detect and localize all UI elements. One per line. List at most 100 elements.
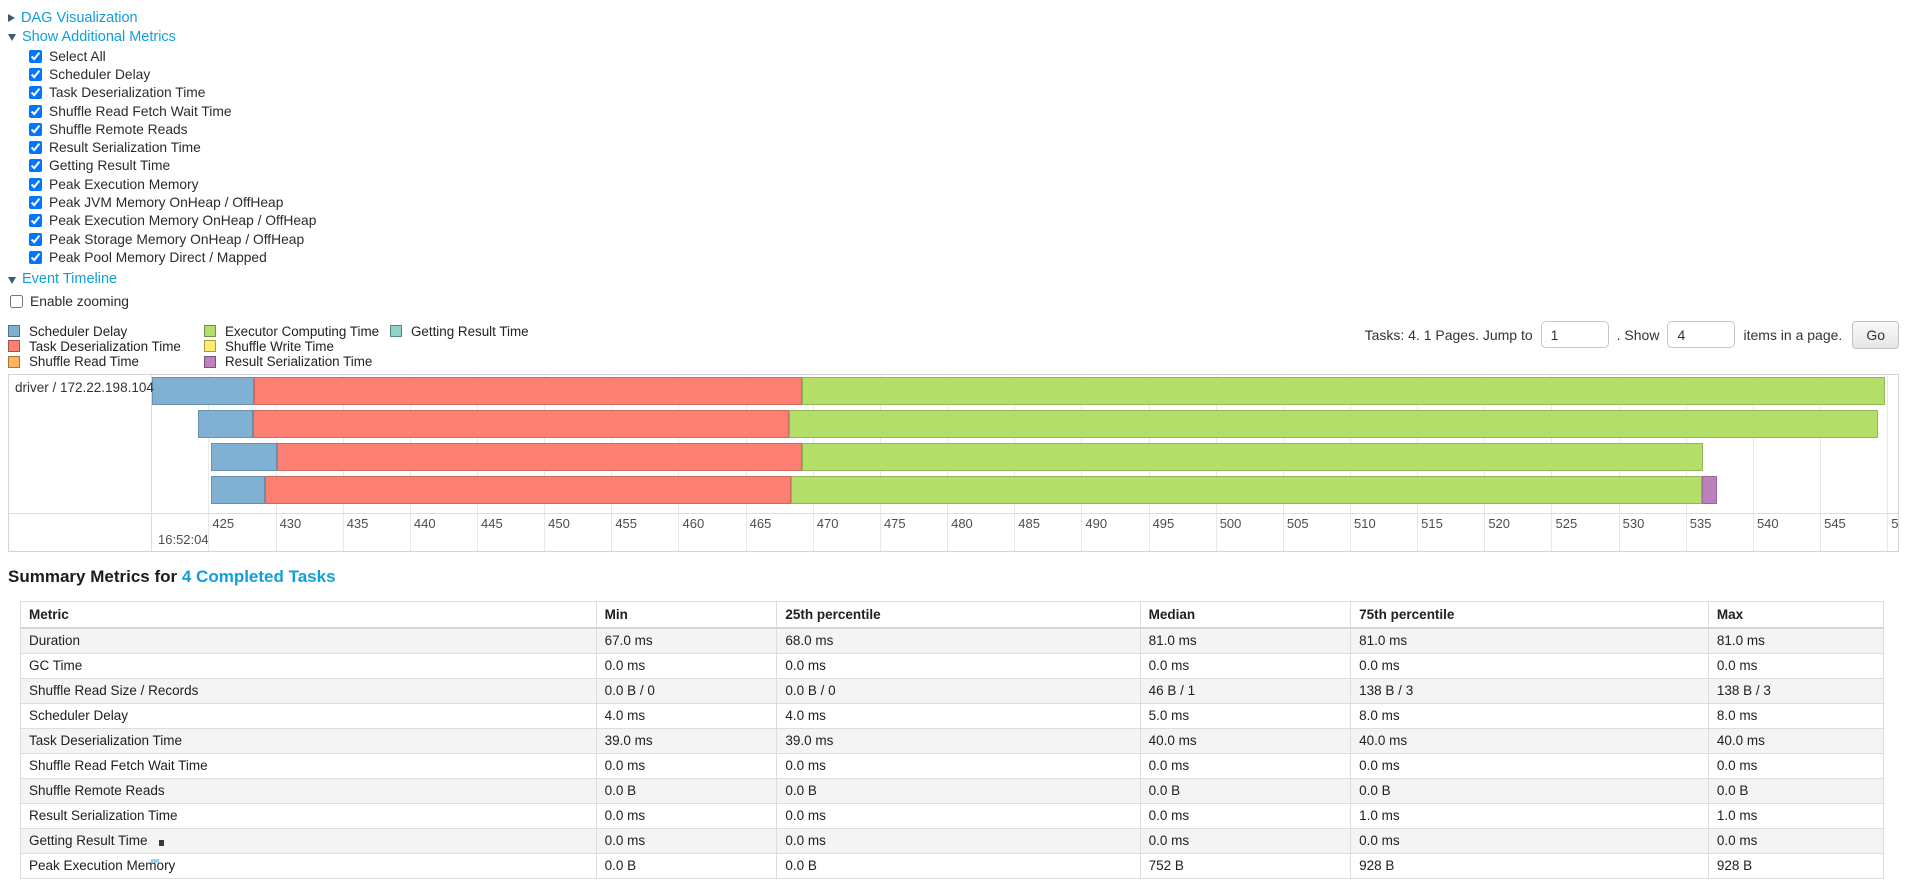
metric-checkbox[interactable] [29,250,42,264]
dag-visualization-link[interactable]: DAG Visualization [21,9,138,26]
metric-checkbox-text: Shuffle Remote Reads [49,121,188,137]
metric-checkbox-label: Result Serialization Time [29,140,201,155]
column-header: 25th percentile [776,600,1141,630]
timeline-legend: Scheduler Delay Task Deserialization Time… [8,324,1899,370]
event-timeline-toggle[interactable]: Event Timeline [8,270,1899,289]
metric-value-cell: 0.0 B [1350,777,1709,804]
enable-zooming-label-wrap: Enable zooming [10,294,129,309]
legend-label: Executor Computing Time [225,323,380,339]
timeline-tick-label: 450 [548,515,570,531]
enable-zooming-checkbox[interactable] [10,294,23,308]
legend-item: Result Serialization Time [204,354,390,369]
metric-value-cell: 0.0 ms [1707,652,1885,679]
dag-visualization-toggle[interactable]: DAG Visualization [8,8,1899,27]
timeline-tick-label: 500 [1219,515,1242,531]
timeline-tick-label: 475 [883,515,906,531]
timeline-bar-segment-executor-computing[interactable] [788,409,1878,438]
metric-checkbox-item: Shuffle Remote Reads [29,120,1899,138]
legend-swatch [390,325,402,338]
metric-value-cell: 8.0 ms [1707,702,1885,729]
legend-item: Executor Computing Time [204,324,390,339]
timeline-group-label: driver / 172.22.198.104 [15,379,154,395]
table-row: Shuffle Remote Reads 0.0 B 0.0 B 0.0 B 0.0 B… [20,777,1885,804]
timeline-tick-label: 455 [615,515,638,531]
metric-value-cell: 0.0 ms [776,652,1141,679]
timeline-bar-segment-task-deserialization[interactable] [252,409,789,438]
metric-checkbox-label: Scheduler Delay [29,67,150,82]
timeline-bar-segment-executor-computing[interactable] [802,376,1885,405]
timeline-bar-segment-task-deserialization[interactable] [276,442,803,471]
metric-checkbox[interactable] [29,196,42,210]
metric-value-cell: 0.0 B [595,852,778,879]
metric-value-cell: 0.0 ms [776,752,1141,779]
timeline-tick-label: 435 [346,515,369,531]
timeline-tick-label: 470 [816,515,839,531]
timeline-bar-segment-result-serialization[interactable] [1701,475,1717,504]
timeline-tick-label: 520 [1488,515,1511,531]
timeline-major-tick-label: 16:52:04 [158,531,209,547]
timeline-bar-segment-executor-computing[interactable] [802,442,1704,471]
metric-value-cell: 0.0 B [1139,777,1352,804]
summary-heading-prefix: Summary Metrics for [8,566,178,586]
show-additional-metrics-link[interactable]: Show Additional Metrics [22,28,176,45]
timeline-bar-segment-scheduler-delay[interactable] [197,409,253,438]
metric-checkbox-item: Peak Pool Memory Direct / Mapped [29,248,1899,266]
column-header: Max [1707,600,1885,630]
metric-value-cell: 0.0 ms [595,802,778,829]
legend-label: Scheduler Delay [29,323,128,339]
metric-value-cell: 138 B / 3 [1350,677,1709,704]
timeline-tick-label: 485 [1018,515,1040,531]
metric-value-cell: 0.0 ms [1350,827,1709,854]
column-header: Metric [20,600,597,630]
items-per-page-input[interactable] [1667,321,1736,349]
timeline-bar-segment-scheduler-delay[interactable] [152,376,255,405]
metric-checkbox[interactable] [29,159,42,173]
completed-tasks-link[interactable]: 4 Completed Tasks [181,566,336,586]
metric-name-cell: Task Deserialization Time [20,727,597,754]
metric-checkbox[interactable] [29,104,42,118]
timeline-tick-label: 515 [1421,515,1443,531]
metric-checkbox[interactable] [29,177,42,191]
timeline-tick-label: 530 [1622,515,1645,531]
metric-value-cell: 0.0 ms [1139,652,1352,679]
metric-value-cell: 0.0 ms [1707,827,1885,854]
legend-swatch [204,325,216,338]
metric-checkbox[interactable] [29,214,42,228]
timeline-bar-segment-scheduler-delay[interactable] [211,442,277,471]
timeline-bar-segment-executor-computing[interactable] [791,475,1702,504]
timeline-label-divider [151,374,152,551]
metric-checkbox[interactable] [29,86,42,100]
column-header: 75th percentile [1350,600,1709,630]
timeline-bar-segment-task-deserialization[interactable] [254,376,803,405]
legend-swatch [8,340,20,353]
table-row: Shuffle Read Fetch Wait Time 0.0 ms 0.0 ms… [20,752,1885,779]
event-timeline-link[interactable]: Event Timeline [22,271,118,288]
clipped-next-section-fragment [159,840,164,846]
go-button[interactable]: Go [1852,320,1899,349]
timeline-tick-label: 540 [1756,515,1779,531]
legend-swatch [8,325,20,338]
metric-name-cell: Scheduler Delay [20,702,597,729]
timeline-tick-label: 425 [212,515,235,531]
timeline-bar-segment-scheduler-delay[interactable] [211,475,265,504]
timeline-gridline [1820,374,1822,551]
timeline-bar-segment-task-deserialization[interactable] [264,475,792,504]
metric-value-cell: 0.0 B / 0 [776,677,1141,704]
metric-checkbox[interactable] [29,122,42,136]
metric-checkbox-label: Peak Execution Memory OnHeap / OffHeap [29,213,316,228]
metric-checkbox[interactable] [29,67,42,81]
legend-label: Getting Result Time [411,323,529,339]
metric-checkbox[interactable] [29,232,42,246]
metric-checkbox-text: Peak Execution Memory [49,176,199,192]
metric-value-cell: 0.0 ms [1707,752,1885,779]
metric-value-cell: 0.0 ms [1139,827,1352,854]
metric-checkbox[interactable] [29,49,42,63]
metric-value-cell: 0.0 B [776,852,1141,879]
metric-checkbox[interactable] [29,141,42,155]
jump-to-page-input[interactable] [1540,321,1609,349]
legend-item: Shuffle Read Time [8,354,204,369]
metric-checkbox-text: Task Deserialization Time [49,85,206,101]
metric-value-cell: 0.0 ms [595,827,778,854]
show-additional-metrics-toggle[interactable]: Show Additional Metrics [8,27,1899,46]
